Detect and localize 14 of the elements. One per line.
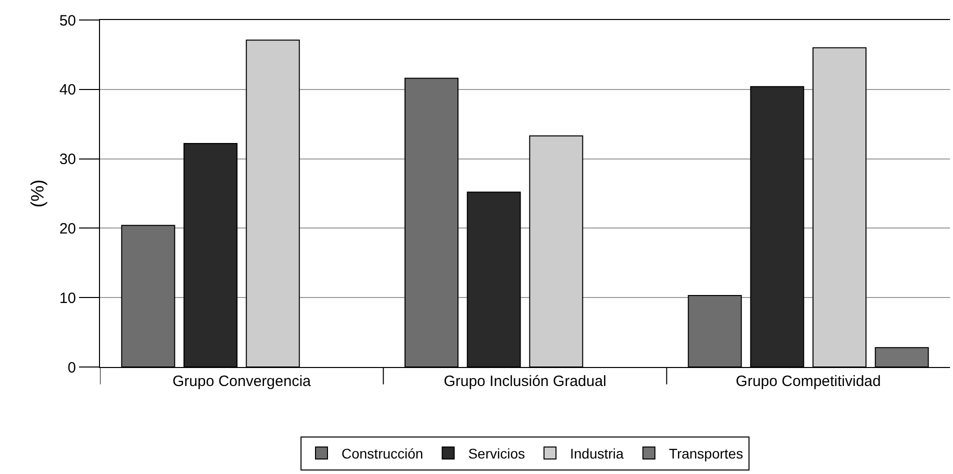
y-tick-label: 30 [59, 151, 76, 168]
y-tick-label: 20 [59, 220, 76, 238]
y-tick-label: 50 [59, 12, 76, 30]
legend-label: Industria [570, 445, 624, 462]
x-tick-label: Grupo Competitividad [736, 373, 881, 390]
legend-label: Construcción [342, 445, 424, 462]
y-tick-label: 10 [59, 290, 76, 307]
x-tick-label: Grupo Convergencia [172, 373, 312, 390]
x-tick-label: Grupo Inclusión Gradual [444, 373, 606, 390]
y-axis-title: (%) [28, 180, 48, 208]
y-tick-label: 0 [68, 359, 76, 376]
legend-label: Transportes [668, 445, 744, 462]
legend-label: Servicios [468, 445, 525, 462]
y-tick-label: 40 [59, 82, 76, 99]
